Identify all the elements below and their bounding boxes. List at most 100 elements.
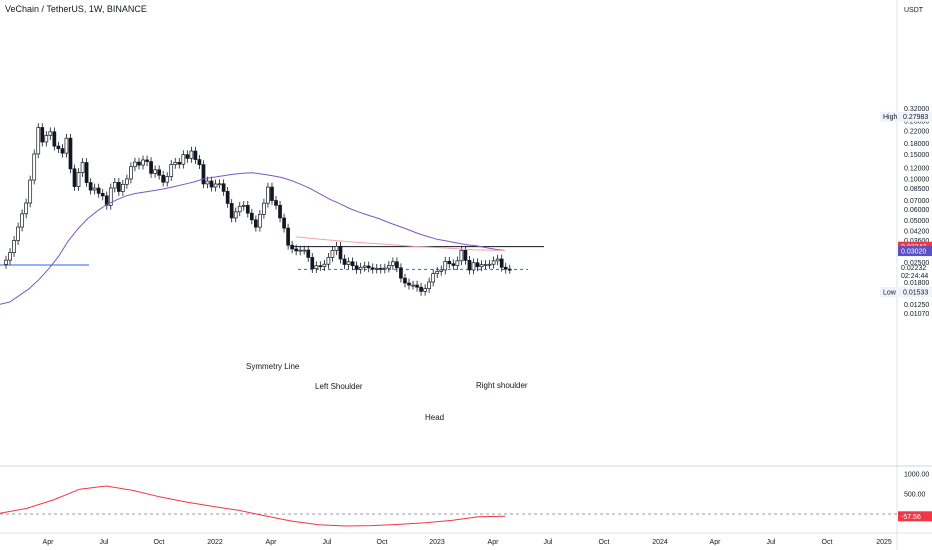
time-axis-tick-1: Jul [100, 539, 109, 546]
candle-body [318, 265, 323, 268]
moving-average-long-line [295, 236, 506, 251]
candle-body [96, 187, 101, 194]
candle-body [201, 164, 206, 185]
candle-body [84, 162, 89, 183]
candle-body [32, 153, 37, 181]
candle-body [80, 162, 85, 173]
price-axis-tick-10: 0.05000 [904, 218, 929, 225]
price-axis-currency: USDT [904, 7, 924, 14]
candle-body [205, 180, 210, 185]
candle-body [193, 150, 198, 160]
candle-body [161, 174, 166, 183]
candle-body [68, 137, 73, 170]
candle-body [245, 205, 250, 214]
candle-body [282, 217, 286, 229]
low-label: Low [883, 290, 897, 297]
high-label: High [883, 114, 898, 121]
candle-body [395, 261, 399, 269]
osc-axis-tick-0: 1000.00 [904, 472, 929, 479]
time-axis-tick-3: 2022 [207, 539, 223, 546]
moving-average-line [0, 172, 506, 305]
candle-body [36, 127, 41, 155]
time-axis-tick-9: Jul [544, 539, 553, 546]
high-badge [880, 111, 932, 122]
time-axis-tick-14: Oct [822, 539, 833, 546]
candle-body [370, 267, 375, 270]
candle-body [209, 180, 214, 188]
candle-body [334, 245, 339, 251]
time-axis-tick-8: Apr [488, 539, 500, 546]
candle-body [149, 161, 153, 174]
candle-body [24, 202, 28, 215]
candle-body [302, 249, 307, 252]
time-axis-tick-11: 2024 [652, 539, 668, 546]
oscillator-line [0, 485, 506, 527]
osc-value-tag [898, 511, 932, 522]
candle-body [125, 178, 129, 185]
high-value: 0.27983 [903, 114, 928, 121]
candle-body [157, 169, 161, 176]
candle-body [366, 265, 371, 269]
candle-body [507, 268, 512, 271]
candle-body [217, 183, 222, 186]
candle-body [403, 277, 407, 284]
candle-body [342, 258, 347, 265]
price-axis-tick-4: 0.15000 [904, 152, 929, 159]
candle-body [254, 219, 258, 228]
candle-body [346, 261, 351, 265]
candle-body [44, 135, 49, 143]
price-axis-tick-16: 0.01070 [904, 311, 929, 318]
candle-body [76, 172, 81, 187]
candle-body [213, 183, 218, 188]
time-axis-tick-13: Jul [767, 539, 776, 546]
candle-body [407, 282, 411, 286]
candle-body [463, 249, 468, 261]
candle-body [290, 244, 294, 250]
candle-body [266, 186, 270, 204]
candle-body [487, 263, 492, 266]
candle-body [181, 154, 186, 165]
candle-body [40, 127, 45, 143]
candle-body [153, 169, 157, 174]
osc-value-label: -57.56 [901, 514, 921, 521]
candle-body [108, 187, 113, 206]
candle-body [221, 183, 226, 192]
candle-body [455, 260, 460, 266]
candle-body [233, 211, 238, 219]
candle-body [258, 214, 262, 228]
price-axis-tick-14: 0.01800 [904, 280, 929, 287]
candle-body [459, 249, 464, 262]
candle-body [92, 187, 97, 191]
annotation-head: Head [425, 413, 444, 422]
candle-body [306, 249, 311, 258]
candle-body [423, 288, 427, 292]
last-price-label: 0.02232 [901, 265, 926, 272]
candle-body [229, 203, 234, 219]
candle-body [362, 265, 367, 268]
candle-body [12, 240, 16, 253]
candle-body [451, 263, 456, 266]
candle-body [503, 266, 508, 270]
candle-body [112, 182, 117, 189]
price-axis-tick-5: 0.12000 [904, 165, 929, 172]
time-axis-tick-7: 2023 [429, 539, 445, 546]
candle-body [169, 164, 174, 177]
time-axis-tick-10: Oct [599, 539, 610, 546]
time-axis-tick-4: Apr [266, 539, 278, 546]
time-axis-tick-15: 2025 [876, 539, 892, 546]
candle-body [177, 162, 182, 165]
candle-body [350, 261, 355, 267]
candle-body [314, 265, 319, 269]
candle-body [495, 258, 500, 262]
candle-body [419, 286, 423, 292]
candle-body [354, 265, 359, 270]
price-axis-tick-6: 0.10000 [904, 176, 929, 183]
candle-body [173, 162, 178, 165]
candle-body [48, 131, 53, 136]
price-tag-1 [898, 246, 932, 257]
candle-body [298, 249, 303, 252]
price-axis-tick-13: 0.02500 [904, 260, 929, 267]
candle-body [274, 200, 278, 206]
price-tag-label-1: 0.03020 [901, 249, 926, 256]
